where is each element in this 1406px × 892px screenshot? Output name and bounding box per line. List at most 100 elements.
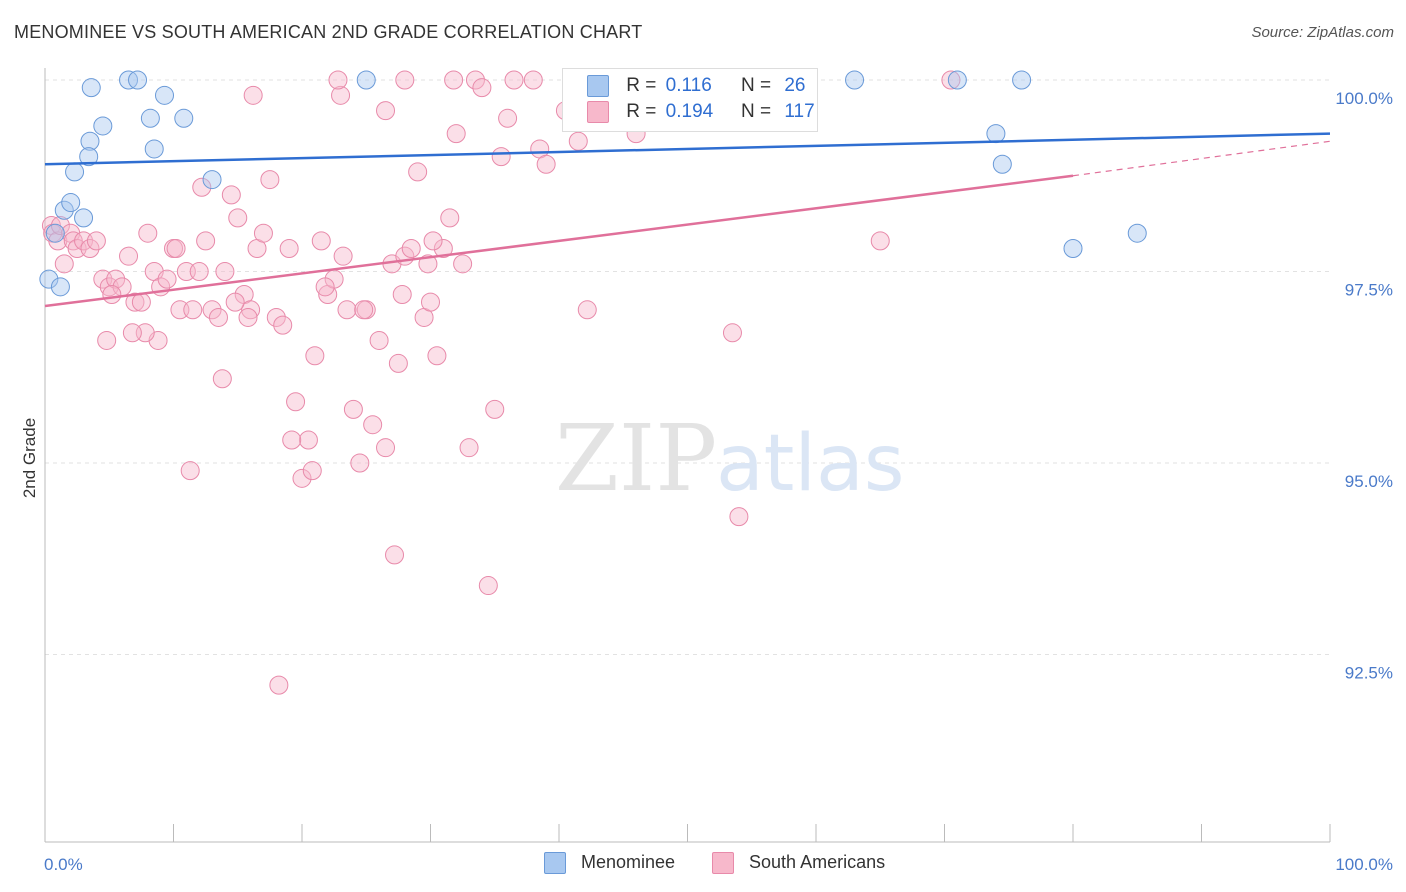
menominee-point	[128, 70, 148, 90]
legend-r-label: R =	[626, 101, 657, 123]
south-americans-point	[392, 284, 412, 304]
south-americans-point	[354, 300, 374, 320]
legend-row-menominee: R = 0.116 N = 26	[587, 75, 805, 101]
south-americans-point	[870, 231, 890, 251]
south-americans-point	[440, 208, 460, 228]
south-americans-point	[97, 330, 117, 350]
south-americans-point	[253, 223, 273, 243]
menominee-point	[356, 70, 376, 90]
south-americans-point	[189, 262, 209, 281]
watermark-zip: ZIP	[555, 405, 717, 512]
south-americans-point	[183, 300, 203, 320]
south-americans-point	[122, 323, 142, 343]
legend-r-value: 0.116	[665, 75, 712, 97]
menominee-point	[65, 162, 85, 182]
legend-n-value: 117	[784, 101, 815, 123]
south-americans-point	[446, 124, 466, 144]
x-tick-label: 0.0%	[44, 855, 83, 874]
south-americans-trend-extension	[1072, 140, 1331, 177]
bottom-legend-label-menominee: Menominee	[581, 852, 676, 872]
legend-r-label: R =	[626, 75, 657, 97]
south-americans-point	[388, 353, 408, 373]
legend-r-value: 0.194	[665, 101, 714, 123]
south-americans-point	[504, 70, 524, 90]
y-axis-title: 2nd Grade	[20, 418, 39, 498]
watermark: ZIP atlas	[555, 405, 905, 512]
south-americans-point	[408, 162, 428, 182]
legend-n-label: N =	[740, 101, 772, 123]
south-americans-point	[459, 438, 479, 458]
menominee-point	[155, 85, 175, 105]
south-americans-point	[350, 453, 370, 473]
south-americans-point	[119, 246, 139, 266]
tick-labels: 100.0% 97.5% 95.0% 92.5% 0.0% 100.0%	[44, 89, 1393, 874]
south-americans-points	[41, 70, 961, 695]
south-americans-point	[444, 70, 464, 90]
grid-lines	[45, 79, 1330, 655]
bottom-legend-swatch-menominee	[544, 852, 566, 875]
south-americans-point	[260, 170, 280, 190]
legend-row-south-americans: R = 0.194 N = 117	[587, 101, 815, 127]
south-americans-point	[243, 85, 263, 105]
source-credit: Source: ZipAtlas.com	[1251, 24, 1394, 41]
south-americans-point	[215, 262, 235, 281]
south-americans-point	[86, 231, 106, 251]
south-americans-point	[331, 85, 351, 105]
south-americans-point	[401, 239, 421, 259]
south-americans-point	[395, 70, 415, 90]
menominee-point	[947, 70, 967, 90]
menominee-point	[986, 124, 1006, 144]
south-americans-point	[478, 576, 498, 596]
menominee-point	[54, 200, 74, 220]
south-americans-point	[292, 468, 312, 488]
axes	[44, 68, 1331, 843]
menominee-points	[39, 70, 1147, 297]
south-americans-point	[453, 254, 473, 274]
menominee-point	[174, 108, 194, 128]
menominee-point	[1063, 239, 1083, 259]
south-americans-point	[192, 177, 212, 197]
south-americans-point	[523, 70, 543, 90]
south-americans-point	[54, 254, 74, 274]
south-americans-point	[279, 239, 299, 259]
south-americans-point	[343, 399, 363, 419]
menominee-point	[39, 269, 59, 289]
south-americans-point	[286, 392, 306, 412]
menominee-point	[1127, 223, 1147, 243]
menominee-point	[79, 147, 99, 167]
south-americans-point	[212, 369, 232, 389]
south-americans-point	[202, 300, 222, 320]
menominee-point	[992, 154, 1012, 174]
bottom-legend-label-south-americans: South Americans	[749, 852, 886, 872]
south-americans-point	[941, 70, 961, 90]
south-americans-point	[131, 292, 151, 312]
south-americans-point	[722, 323, 742, 343]
south-americans-point	[273, 315, 293, 335]
south-americans-point	[269, 675, 289, 695]
watermark-atlas: atlas	[716, 419, 905, 509]
south-americans-point	[423, 231, 443, 251]
south-americans-point	[305, 346, 325, 366]
y-tick-label: 97.5%	[1345, 281, 1393, 300]
menominee-point	[61, 193, 81, 213]
menominee-point	[1012, 70, 1032, 90]
south-americans-point	[333, 246, 353, 266]
menominee-point	[74, 208, 94, 228]
menominee-point	[81, 78, 101, 98]
south-americans-point	[491, 147, 511, 167]
south-americans-point	[208, 307, 228, 327]
menominee-point	[845, 70, 865, 90]
south-americans-point	[311, 231, 331, 251]
stats-legend: R = 0.116 N = 26 R = 0.194 N = 117	[562, 68, 818, 132]
legend-swatch-south-americans	[587, 101, 609, 123]
south-americans-point	[180, 461, 200, 481]
south-americans-point	[125, 292, 145, 312]
south-americans-point	[568, 131, 588, 151]
menominee-point	[45, 223, 65, 243]
south-americans-point	[433, 239, 453, 259]
bottom-legend-swatch-south-americans	[712, 852, 734, 875]
south-americans-point	[102, 284, 122, 304]
y-tick-label: 95.0%	[1345, 472, 1393, 491]
south-americans-point	[472, 78, 492, 98]
bottom-legend-south-americans: South Americans	[712, 852, 886, 875]
